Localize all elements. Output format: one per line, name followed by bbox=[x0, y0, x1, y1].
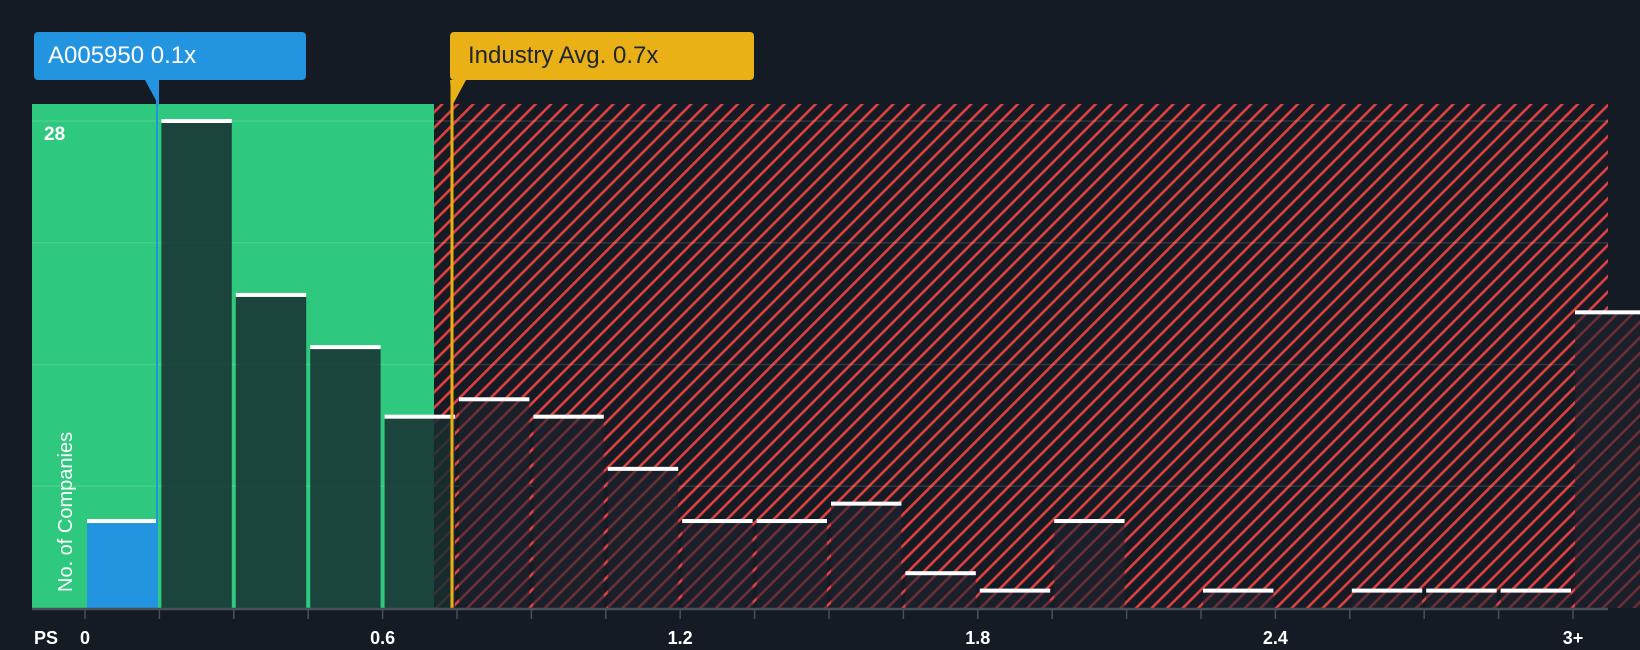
histogram-bar bbox=[1351, 590, 1423, 608]
company-tooltip-pointer bbox=[145, 80, 159, 106]
industry-avg-label: Industry Avg. 0.7x bbox=[468, 42, 659, 69]
marker-lines bbox=[145, 80, 466, 608]
histogram-bar bbox=[905, 573, 976, 608]
x-tick-label: 1.8 bbox=[965, 628, 991, 648]
bar-top-marker bbox=[1426, 588, 1497, 593]
bar-top-marker bbox=[905, 571, 976, 576]
bar-top-marker bbox=[87, 519, 158, 524]
histogram-bar bbox=[979, 590, 1051, 608]
bar-top-marker bbox=[756, 519, 827, 524]
histogram-bar bbox=[310, 347, 381, 608]
histogram-bar bbox=[607, 468, 679, 608]
bar-top-marker bbox=[1203, 588, 1274, 593]
histogram-bar bbox=[384, 416, 455, 608]
y-axis-max-label: 28 bbox=[44, 124, 66, 145]
histogram-bar bbox=[1500, 590, 1571, 608]
x-axis bbox=[32, 607, 1608, 619]
histogram-bar bbox=[682, 521, 753, 608]
bar-top-marker bbox=[682, 519, 753, 524]
histogram-bars bbox=[87, 119, 1640, 608]
bar-top-marker bbox=[310, 345, 381, 350]
bar-top-marker bbox=[831, 501, 902, 506]
x-tick-label: 0 bbox=[79, 628, 91, 648]
bar-top-marker bbox=[607, 466, 679, 471]
histogram-bar bbox=[831, 503, 902, 608]
histogram-bar bbox=[87, 521, 158, 608]
bar-top-marker bbox=[161, 119, 232, 123]
company-ps-label: A005950 0.1x bbox=[48, 42, 197, 69]
histogram-bar bbox=[235, 294, 307, 608]
industry-avg-tooltip: Industry Avg. 0.7x bbox=[450, 32, 754, 80]
histogram-bar bbox=[1426, 590, 1497, 608]
y-axis-title: No. of Companies bbox=[55, 431, 77, 592]
bar-top-marker bbox=[533, 414, 604, 419]
x-axis-title: PS bbox=[34, 628, 59, 648]
x-tick-label: 2.4 bbox=[1262, 628, 1288, 648]
histogram-bar bbox=[533, 416, 604, 608]
histogram-bar bbox=[1575, 312, 1640, 608]
x-tick-label: 3+ bbox=[1562, 628, 1584, 648]
company-ps-tooltip: A005950 0.1x bbox=[34, 32, 306, 80]
histogram-bar bbox=[161, 121, 232, 608]
bar-top-marker bbox=[1054, 519, 1125, 524]
bar-top-marker bbox=[384, 414, 455, 419]
x-tick-label: 1.2 bbox=[667, 628, 693, 648]
bar-top-marker bbox=[1575, 310, 1640, 315]
histogram-bar bbox=[1203, 590, 1274, 608]
x-tick-label: 0.6 bbox=[370, 628, 396, 648]
industry-tooltip-pointer bbox=[450, 80, 466, 106]
bar-top-marker bbox=[459, 397, 530, 402]
histogram-bar bbox=[756, 521, 827, 608]
bar-top-marker bbox=[1351, 588, 1423, 593]
bar-top-marker bbox=[235, 292, 307, 297]
bar-top-marker bbox=[979, 588, 1051, 593]
histogram-bar bbox=[1054, 521, 1125, 608]
histogram-bar bbox=[459, 399, 530, 608]
bar-top-marker bbox=[1500, 588, 1571, 593]
